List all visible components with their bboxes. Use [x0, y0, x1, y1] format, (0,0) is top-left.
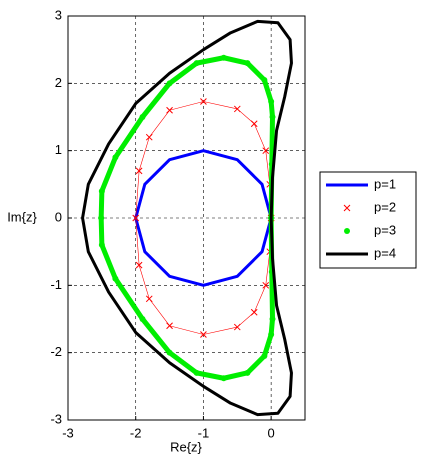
plot-frame	[67, 15, 306, 421]
marker	[250, 308, 258, 316]
marker	[166, 322, 173, 330]
marker	[233, 323, 241, 331]
marker	[139, 114, 146, 120]
series-line	[81, 19, 293, 417]
marker	[269, 316, 276, 322]
x-tick-label: 0	[268, 425, 275, 440]
marker	[200, 331, 207, 338]
marker	[268, 98, 275, 105]
marker	[262, 281, 270, 289]
marker	[135, 167, 143, 175]
marker	[220, 54, 227, 61]
y-tick-label: 0	[55, 209, 62, 224]
x-tick-label: -3	[62, 425, 74, 440]
marker	[112, 154, 119, 161]
marker	[220, 375, 227, 382]
y-axis-label: Im{z}	[7, 209, 37, 224]
x-axis-label: Re{z}	[170, 439, 202, 454]
marker	[262, 147, 270, 155]
marker	[193, 60, 200, 67]
y-tick-label: -2	[50, 344, 62, 359]
marker	[98, 241, 105, 248]
marker	[261, 76, 268, 83]
legend-box	[319, 171, 417, 269]
y-tick-label: 1	[55, 142, 62, 157]
marker	[166, 106, 173, 114]
legend-label: p=3	[374, 222, 396, 237]
marker	[145, 133, 153, 141]
marker	[135, 261, 143, 269]
marker	[244, 369, 251, 376]
legend-swatch	[344, 228, 350, 234]
y-tick-label: -1	[50, 277, 62, 292]
x-tick-label: -1	[198, 425, 210, 440]
marker	[193, 369, 200, 376]
y-tick-label: 2	[55, 75, 62, 90]
marker	[132, 214, 140, 222]
y-tick-label: 3	[55, 7, 62, 22]
legend-label: p=4	[374, 245, 396, 260]
marker	[200, 98, 207, 105]
legend-label: p=1	[374, 176, 396, 191]
marker	[145, 295, 153, 303]
marker	[139, 316, 146, 322]
marker	[233, 105, 241, 113]
x-tick-label: -2	[130, 425, 142, 440]
y-tick-label: -3	[50, 411, 62, 426]
marker	[166, 349, 173, 356]
marker	[98, 188, 105, 195]
marker	[112, 275, 119, 282]
marker	[269, 114, 276, 120]
marker	[98, 215, 105, 221]
legend-label: p=2	[374, 199, 396, 214]
marker	[166, 80, 173, 87]
legend-swatch	[343, 204, 351, 212]
marker	[268, 331, 275, 338]
marker	[244, 60, 251, 67]
marker	[250, 120, 258, 128]
marker	[261, 353, 268, 360]
